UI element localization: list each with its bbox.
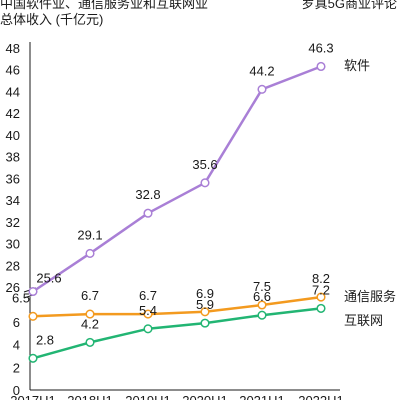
data-point bbox=[143, 309, 153, 319]
data-point bbox=[28, 286, 38, 297]
data-point bbox=[143, 324, 153, 334]
data-point bbox=[200, 318, 210, 328]
y-tick-label: 40 bbox=[6, 128, 20, 143]
series-name-label: 互联网 bbox=[344, 313, 383, 328]
data-point bbox=[200, 178, 210, 188]
data-point bbox=[257, 310, 267, 320]
data-label: 2.8 bbox=[36, 332, 54, 347]
data-point bbox=[85, 337, 95, 347]
data-label: 35.6 bbox=[192, 157, 217, 172]
x-tick-label: 2019H1 bbox=[125, 393, 171, 400]
data-label: 25.6 bbox=[36, 270, 61, 285]
x-tick-label: 2017H1 bbox=[10, 393, 56, 400]
data-point bbox=[85, 309, 95, 319]
y-tick-label: 4 bbox=[13, 338, 20, 353]
data-point bbox=[316, 303, 326, 313]
data-label: 5.9 bbox=[196, 297, 214, 312]
y-tick-label: 0 bbox=[13, 383, 20, 398]
y-tick-label: 42 bbox=[6, 106, 20, 121]
data-label: 6.5 bbox=[12, 290, 30, 305]
y-tick-label: 46 bbox=[6, 63, 20, 78]
y-tick-label: 2 bbox=[13, 360, 20, 375]
data-labels: 25.6 29.1 32.8 35.6 44.2 46.3 6.5 6.7 6.7 6.9 7.5 8… bbox=[12, 40, 334, 347]
x-tick-label: 2022H1 bbox=[298, 393, 344, 400]
y-tick-label: 30 bbox=[6, 237, 20, 252]
data-point bbox=[257, 300, 267, 310]
series-name-label: 软件 bbox=[344, 58, 370, 73]
data-point bbox=[257, 84, 267, 94]
y-tick-label: 6 bbox=[13, 315, 20, 330]
data-label: 29.1 bbox=[77, 227, 102, 242]
y-tick-label: 36 bbox=[6, 171, 20, 186]
x-tick-label: 2021H1 bbox=[239, 393, 285, 400]
series-line bbox=[32, 295, 322, 318]
data-label: 7.2 bbox=[312, 282, 330, 297]
data-label: 6.6 bbox=[253, 289, 271, 304]
data-label: 46.3 bbox=[308, 40, 333, 55]
x-ticks: 2017H1 2018H1 2019H1 2020H1 2021H1 2022H1 bbox=[10, 393, 344, 400]
y-tick-label: 28 bbox=[6, 258, 20, 273]
series-line bbox=[32, 307, 322, 360]
data-label: 8.2 bbox=[312, 271, 330, 286]
y-tick-label: 44 bbox=[6, 84, 20, 99]
data-label: 5.4 bbox=[139, 303, 157, 318]
y-tick-label: 34 bbox=[6, 193, 20, 208]
chart-title-line-1: 中国软件业、通信服务业和互联网业 bbox=[0, 0, 208, 11]
x-tick-label: 2020H1 bbox=[182, 393, 228, 400]
data-label: 4.2 bbox=[81, 316, 99, 331]
data-label: 32.8 bbox=[135, 187, 160, 202]
series-layer bbox=[28, 61, 326, 363]
data-point bbox=[316, 292, 326, 302]
data-point bbox=[316, 61, 326, 72]
data-label: 6.7 bbox=[81, 288, 99, 303]
data-point bbox=[85, 248, 95, 258]
y-tick-label: 38 bbox=[6, 150, 20, 165]
y-tick-label: 26 bbox=[6, 280, 20, 295]
chart-title-line-2: 总体收入 (千亿元) bbox=[0, 12, 103, 27]
chart-source: 罗真5G商业评论 bbox=[302, 0, 397, 11]
data-point bbox=[28, 353, 38, 363]
data-label: 6.9 bbox=[196, 286, 214, 301]
series-line bbox=[32, 65, 322, 293]
data-point bbox=[28, 311, 38, 321]
axes bbox=[23, 42, 340, 391]
data-label: 7.5 bbox=[253, 279, 271, 294]
x-tick-label: 2018H1 bbox=[67, 393, 113, 400]
data-label: 6.7 bbox=[139, 288, 157, 303]
y-tick-label: 32 bbox=[6, 215, 20, 230]
data-point bbox=[200, 307, 210, 317]
y-tick-label: 48 bbox=[6, 41, 20, 56]
series-name-label: 通信服务 bbox=[344, 289, 396, 304]
data-point bbox=[143, 208, 153, 218]
data-label: 44.2 bbox=[249, 63, 274, 78]
